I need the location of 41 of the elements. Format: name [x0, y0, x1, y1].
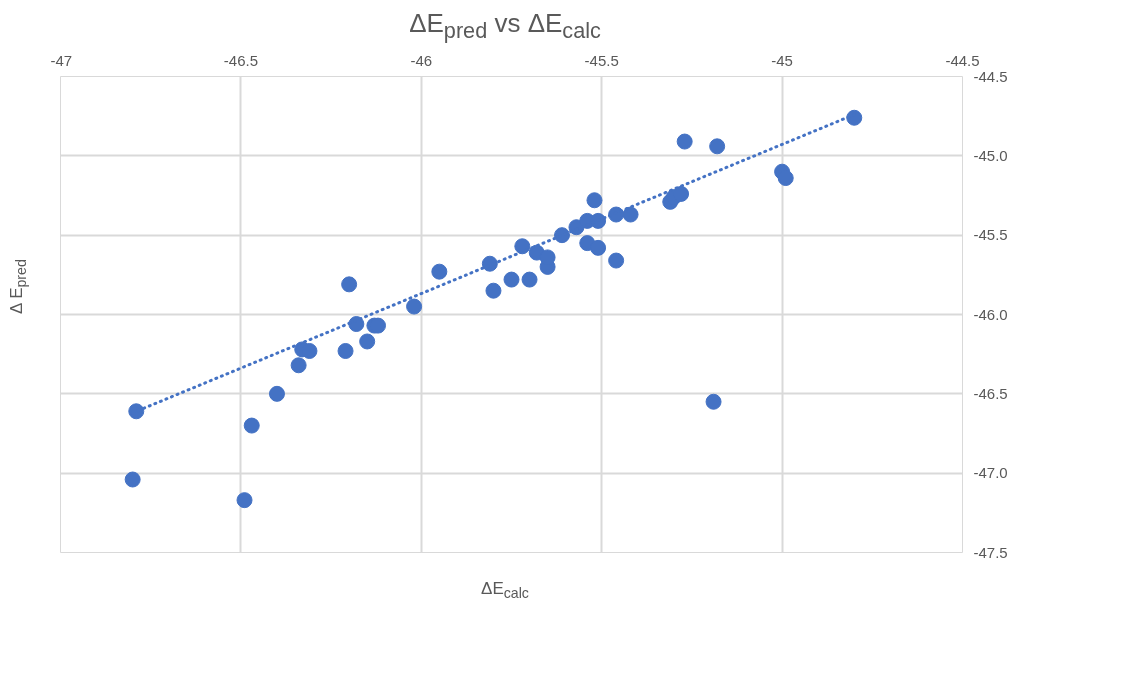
point [514, 238, 531, 255]
chart-title: ΔE$_{pred}$ vs ΔE$_{calc}$ [409, 7, 601, 46]
point [586, 192, 603, 209]
point [406, 298, 423, 315]
y-tick-label: -44.5 [973, 67, 1008, 85]
y-tick-label: -47.5 [973, 543, 1008, 561]
point [590, 240, 607, 256]
point [503, 271, 520, 288]
x-axis-title: ΔE$_{calc}$ [481, 578, 529, 604]
point [290, 357, 307, 374]
point [481, 255, 498, 272]
y-tick-label: -46.5 [973, 384, 1008, 402]
x-tick-label: -47 [50, 51, 73, 69]
point [268, 385, 285, 402]
point [705, 393, 722, 410]
y-tick-label: -46.0 [973, 305, 1008, 323]
point [777, 170, 794, 187]
y-tick-label: -47.0 [973, 464, 1008, 482]
x-tick-label: -44.5 [945, 51, 980, 69]
point [608, 252, 625, 269]
x-tick-label: -46.5 [223, 51, 259, 69]
point [359, 333, 376, 350]
point [673, 186, 690, 203]
point [485, 282, 502, 299]
point [243, 417, 260, 434]
point [846, 109, 863, 126]
point [124, 471, 141, 488]
point [431, 263, 448, 280]
y-tick-label: -45.0 [973, 146, 1008, 164]
y-tick-label: -45.5 [973, 226, 1008, 244]
point [341, 276, 358, 293]
point [337, 343, 354, 360]
x-tick-label: -46 [410, 51, 433, 69]
x-tick-label: -45 [771, 51, 793, 69]
point [622, 206, 639, 223]
point [709, 138, 726, 155]
x-tick-label: -45.5 [584, 51, 619, 69]
point [348, 316, 365, 333]
point [236, 492, 253, 509]
point [521, 271, 538, 288]
point [676, 133, 693, 150]
